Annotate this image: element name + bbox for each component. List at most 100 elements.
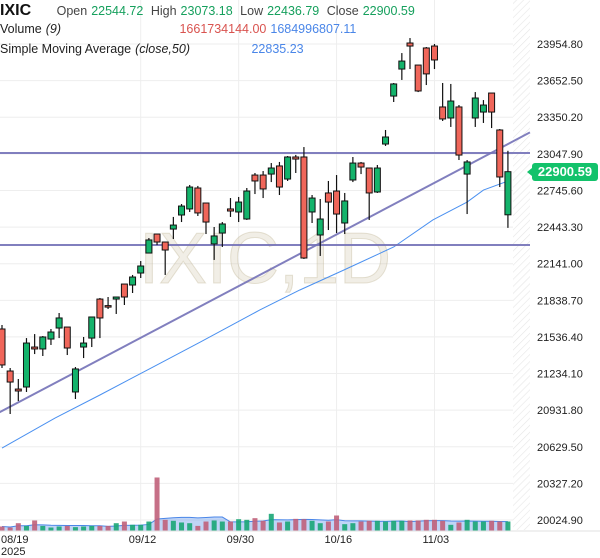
volume-bar xyxy=(334,515,340,531)
volume-bar xyxy=(293,518,299,531)
candle[interactable] xyxy=(235,196,243,223)
candle[interactable] xyxy=(186,184,194,212)
candle[interactable] xyxy=(333,175,341,234)
sma-legend[interactable]: Simple Moving Average (close,50) 22835.23 xyxy=(0,42,308,56)
candle[interactable] xyxy=(47,328,55,345)
volume-bar xyxy=(227,521,233,531)
candle[interactable] xyxy=(71,367,79,399)
candle[interactable] xyxy=(112,296,120,314)
volume-bar xyxy=(391,520,397,531)
candle[interactable] xyxy=(365,167,373,220)
candle-body xyxy=(235,201,243,213)
y-tick-label: 23652.50 xyxy=(537,76,583,88)
candle[interactable] xyxy=(63,326,71,356)
candle[interactable] xyxy=(6,367,14,415)
candle[interactable] xyxy=(96,297,104,339)
candle-body xyxy=(430,45,438,61)
candle[interactable] xyxy=(14,379,22,402)
volume-param: (9) xyxy=(45,22,61,36)
candle[interactable] xyxy=(202,202,210,235)
candle-body xyxy=(447,100,455,119)
candle[interactable] xyxy=(284,156,292,181)
candle-body xyxy=(373,167,381,193)
candle[interactable] xyxy=(341,192,349,235)
x-tick-label: 08/19 xyxy=(1,534,29,546)
candle[interactable] xyxy=(308,195,316,224)
candle[interactable] xyxy=(398,53,406,80)
trend-line[interactable] xyxy=(0,131,531,414)
candle[interactable] xyxy=(243,187,251,220)
candle[interactable] xyxy=(39,336,47,356)
candle[interactable] xyxy=(275,161,283,196)
candle[interactable] xyxy=(382,129,390,146)
candle[interactable] xyxy=(504,150,512,228)
candle[interactable] xyxy=(471,92,479,127)
candle-body xyxy=(218,223,226,234)
x-tick-label: 09/12 xyxy=(129,534,157,546)
candle-body xyxy=(169,224,177,230)
candle[interactable] xyxy=(439,82,447,122)
candle[interactable] xyxy=(496,129,504,188)
volume-bar xyxy=(374,520,380,531)
candle[interactable] xyxy=(463,160,471,215)
candle[interactable] xyxy=(324,180,332,231)
candle[interactable] xyxy=(373,164,381,193)
candle[interactable] xyxy=(357,161,365,175)
candle[interactable] xyxy=(210,226,218,260)
candle[interactable] xyxy=(31,334,39,355)
candle[interactable] xyxy=(169,216,177,239)
candle[interactable] xyxy=(226,198,234,217)
candle[interactable] xyxy=(406,38,414,70)
candle[interactable] xyxy=(259,171,267,199)
candle[interactable] xyxy=(55,312,63,339)
candle[interactable] xyxy=(349,156,357,183)
volume-legend[interactable]: Volume (9) 1661734144.00 1684996807.11 xyxy=(0,22,360,36)
candle[interactable] xyxy=(251,172,259,195)
candle[interactable] xyxy=(390,82,398,102)
candle[interactable] xyxy=(88,316,96,348)
candle[interactable] xyxy=(194,185,202,216)
candle[interactable] xyxy=(161,241,169,275)
candle[interactable] xyxy=(447,83,455,127)
volume-bar xyxy=(366,520,372,531)
candle[interactable] xyxy=(104,297,112,309)
volume-bar xyxy=(211,520,217,531)
candle[interactable] xyxy=(22,338,30,392)
candle-body xyxy=(471,97,479,119)
y-tick-label: 20629.50 xyxy=(537,442,583,454)
candle[interactable] xyxy=(129,274,137,294)
candle[interactable] xyxy=(300,147,308,259)
volume-bar xyxy=(203,521,209,531)
candle[interactable] xyxy=(80,336,88,359)
candle[interactable] xyxy=(422,47,430,86)
candle[interactable] xyxy=(455,105,463,161)
candle[interactable] xyxy=(120,283,128,306)
candle[interactable] xyxy=(137,261,145,278)
x-tick-label: 11/03 xyxy=(422,534,449,546)
y-tick-label: 22745.60 xyxy=(537,185,583,197)
candle[interactable] xyxy=(292,154,300,173)
candle[interactable] xyxy=(414,64,422,93)
volume-bar xyxy=(56,526,62,531)
candle[interactable] xyxy=(145,238,153,254)
candle[interactable] xyxy=(218,222,226,247)
candle[interactable] xyxy=(488,92,496,129)
volume-bar xyxy=(309,520,315,531)
candle[interactable] xyxy=(0,324,6,368)
candle-body xyxy=(390,83,398,97)
drawing-lines xyxy=(0,131,531,414)
volume-bar xyxy=(399,520,405,531)
candle-body xyxy=(357,162,365,168)
candle-body xyxy=(6,370,14,383)
candle-body xyxy=(22,342,30,388)
candle[interactable] xyxy=(430,43,438,70)
low-value: 22436.79 xyxy=(267,4,320,18)
candle[interactable] xyxy=(479,100,487,123)
candle[interactable] xyxy=(178,203,186,223)
candle[interactable] xyxy=(267,163,275,183)
volume-bar xyxy=(260,520,266,531)
volume-bar xyxy=(195,525,201,531)
candle[interactable] xyxy=(153,233,161,246)
candle[interactable] xyxy=(316,199,324,256)
